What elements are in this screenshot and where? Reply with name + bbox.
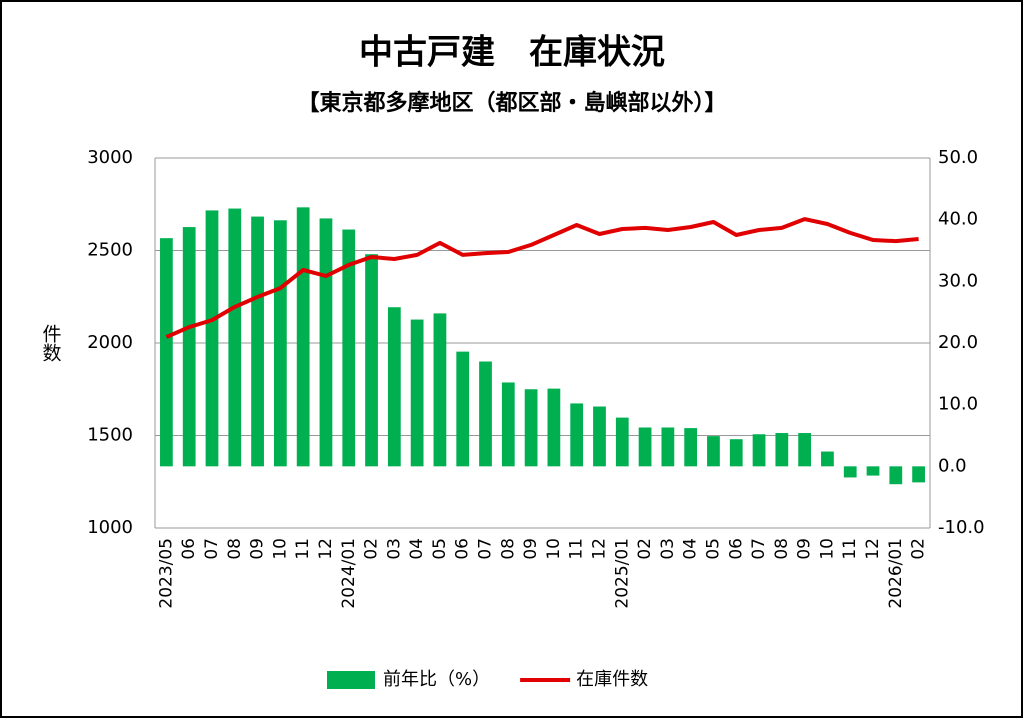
x-tick-label: 11 [293,538,313,560]
x-tick-label: 05 [430,538,450,560]
y-tick-label: 2000 [87,332,133,353]
bar [228,208,242,467]
y2-tick-label: 50.0 [938,147,978,168]
x-tick-label: 02 [362,538,382,560]
x-tick-label: 04 [681,538,701,560]
x-tick-label: 04 [407,538,427,560]
bar [570,403,584,467]
x-tick-label: 09 [795,538,815,560]
x-tick-label: 08 [498,538,518,560]
x-tick-label: 03 [658,538,678,560]
bar [365,254,378,467]
bar [752,434,766,467]
x-tick-label: 06 [453,538,473,560]
x-tick-label: 2024/01 [339,538,359,609]
y-tick-label: 3000 [87,147,133,168]
x-tick-label: 06 [726,538,746,560]
x-tick-label: 02 [635,538,655,560]
x-tick-label: 12 [863,538,883,560]
x-tick-label: 10 [270,538,290,560]
x-tick-label: 10 [817,538,837,560]
x-tick-label: 06 [179,538,199,560]
bar [479,361,492,467]
bar [638,427,652,467]
y2-tick-label: 10.0 [938,394,978,415]
x-tick-label: 12 [589,538,609,560]
x-tick-label: 09 [248,538,268,560]
bar [251,216,264,467]
bar [456,351,470,467]
bar [729,439,743,467]
x-tick-label: 02 [909,538,929,560]
bar [775,433,789,467]
y2-tick-label: 30.0 [938,270,978,291]
bar [821,451,834,467]
bar [866,466,880,476]
bar [843,466,857,478]
y-tick-label: 2500 [87,240,133,261]
bar [160,238,173,467]
bar [615,417,629,467]
bar [707,436,720,467]
bar [433,313,447,467]
y-tick-label: 1500 [87,425,133,446]
x-tick-label: 10 [544,538,564,560]
legend-label: 在庫件数 [576,669,648,690]
bar [912,466,925,483]
x-tick-label: 11 [840,538,860,560]
x-tick-label: 07 [749,538,769,560]
x-tick-label: 11 [567,538,587,560]
bar [410,319,424,467]
x-tick-label: 2025/01 [612,538,632,609]
y2-tick-label: -10.0 [938,517,985,538]
bar [798,433,812,467]
bar [319,218,333,467]
bar [547,388,561,467]
x-tick-label: 12 [316,538,336,560]
bar [273,220,287,467]
x-tick-label: 08 [772,538,792,560]
bar [342,229,356,467]
legend-label: 前年比（%） [383,669,490,690]
bar [205,210,219,467]
line [165,217,919,339]
chart-title: 中古戸建 在庫状況 [359,33,665,73]
bar [296,207,310,467]
x-tick-label: 2026/01 [886,538,906,609]
x-tick-label: 03 [384,538,404,560]
bar [182,227,196,467]
y-tick-label: 1000 [87,517,133,538]
bar [661,427,675,467]
x-tick-label: 2023/05 [156,538,176,609]
bar [524,389,538,467]
x-tick-label: 05 [703,538,723,560]
x-tick-label: 07 [202,538,222,560]
bar [593,406,606,467]
x-tick-label: 07 [476,538,496,560]
y2-tick-label: 40.0 [938,209,978,230]
y2-tick-label: 0.0 [938,455,967,476]
chart-subtitle: 【東京都多摩地区（都区部・島嶼部以外）】 [297,90,726,116]
x-tick-label: 09 [521,538,541,560]
x-tick-label: 08 [225,538,245,560]
y-axis-label: 件数 [40,324,62,362]
bar [387,307,401,467]
legend-swatch [327,671,375,689]
bar [501,382,515,467]
bar [889,466,903,485]
bar [684,428,698,467]
y2-tick-label: 20.0 [938,332,978,353]
